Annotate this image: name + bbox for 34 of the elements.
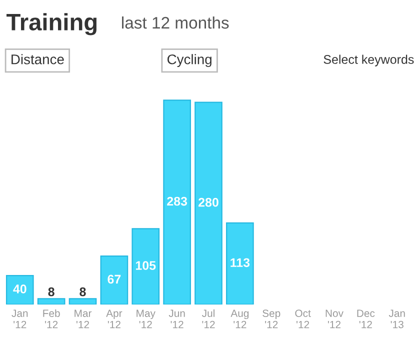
text: Select keywords (324, 54, 414, 66)
data-label: 40 (13, 284, 26, 294)
x-tick-label: Apr '12 (106, 310, 122, 328)
text: Distance (12, 54, 64, 64)
bar (132, 228, 160, 304)
data-label: 67 (108, 274, 121, 284)
x-tick-label: Dec '12 (357, 310, 375, 328)
bar (163, 100, 191, 304)
x-tick-label: Mar '12 (74, 310, 92, 328)
data-label: 280 (198, 198, 218, 207)
bar (6, 275, 34, 304)
x-tick-label: Jan '12 (12, 310, 28, 328)
data-label: 113 (230, 258, 250, 268)
data-label: 105 (136, 261, 156, 270)
x-tick-label: Oct '12 (295, 310, 311, 328)
bar (226, 222, 254, 304)
chart-title: Training (6, 13, 97, 36)
data-label: 283 (167, 196, 188, 206)
x-tick-label: Aug '12 (230, 310, 249, 328)
x-tick-label: Sep '12 (262, 310, 280, 328)
text: Cycling (168, 54, 212, 68)
x-tick-label: Jun '12 (168, 310, 185, 328)
bar (68, 298, 97, 304)
x-tick-label: Jul '12 (202, 309, 215, 328)
data-label: 8 (80, 287, 86, 296)
bar (100, 256, 128, 304)
x-tick-label: May '12 (136, 310, 156, 328)
x-tick-label: Nov '12 (326, 310, 344, 328)
chart-subtitle: last 12 months (122, 16, 229, 29)
x-tick-label: Feb '12 (43, 309, 60, 328)
bar (194, 102, 222, 304)
data-label: 8 (48, 287, 54, 296)
x-tick-label: Jan '13 (388, 310, 405, 328)
bar (37, 298, 66, 304)
